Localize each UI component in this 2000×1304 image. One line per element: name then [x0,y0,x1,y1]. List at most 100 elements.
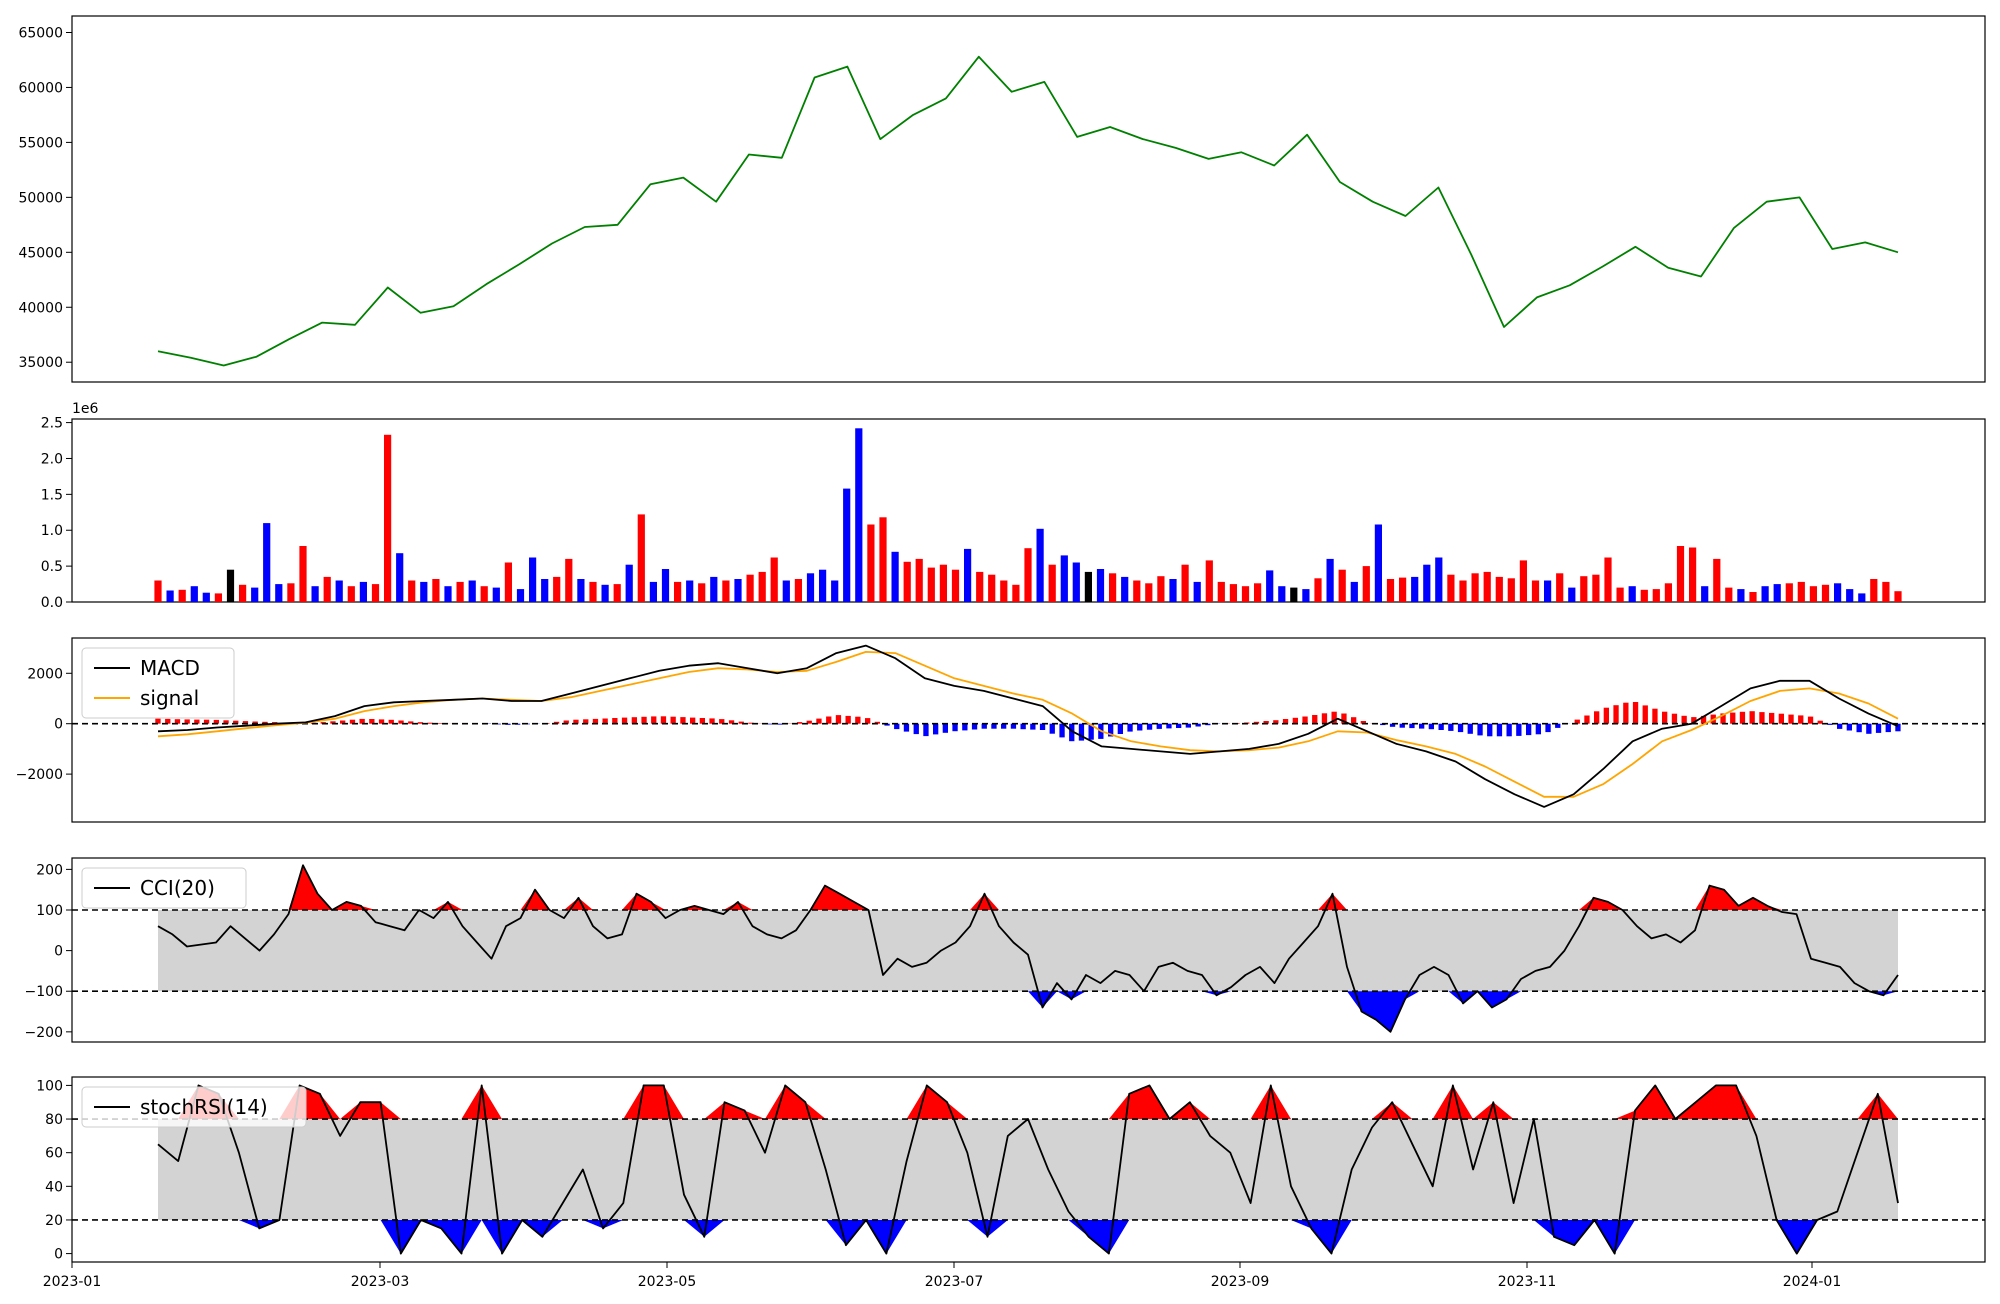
volume-bar [1157,576,1164,602]
macd-histogram-bar [1866,724,1871,734]
volume-bar [203,593,210,602]
stochrsi-ytick-label: 80 [45,1112,63,1128]
volume-ytick-label: 2.5 [41,416,63,432]
volume-bar [698,583,705,602]
volume-bar [239,585,246,602]
volume-bar [191,586,198,602]
cci-ytick-label: 100 [36,903,63,919]
volume-bar [819,570,826,602]
volume-bar [1351,582,1358,602]
macd-histogram-bar [933,724,938,735]
macd-histogram-bar [1672,714,1677,724]
macd-panel-frame [72,638,1985,822]
macd-histogram-bar [651,716,656,723]
macd-histogram-bar [1118,724,1123,734]
macd-histogram-bar [962,724,967,731]
volume-bar [227,570,234,602]
volume-bar [771,558,778,603]
volume-bar [1834,583,1841,602]
volume-bar [892,552,899,602]
volume-bar [1677,546,1684,602]
volume-bar [879,517,886,602]
macd-histogram-bar [1876,724,1881,733]
macd-histogram-bar [1769,713,1774,724]
macd-histogram-bar [904,724,909,732]
macd-histogram-bar [1545,724,1550,732]
volume-bar [1169,579,1176,602]
volume-bar [1762,586,1769,602]
price-ytick-label: 55000 [18,135,63,151]
volume-bar [964,549,971,602]
macd-histogram-bar [972,724,977,730]
price-ytick-label: 50000 [18,190,63,206]
volume-bar [1061,555,1068,602]
macd-histogram-bar [1059,724,1064,738]
volume-ytick-label: 1.5 [41,487,63,503]
x-tick-label: 2023-01 [43,1274,102,1290]
x-tick-label: 2023-09 [1211,1274,1270,1290]
volume-bar [372,584,379,602]
x-tick-label: 2023-03 [351,1274,410,1290]
macd-histogram-bar [632,717,637,724]
stochrsi-ytick-label: 40 [45,1179,63,1195]
macd-histogram-bar [661,716,666,723]
macd-histogram-bar [1759,712,1764,724]
volume-bar [481,586,488,602]
macd-histogram-bar [1740,712,1745,724]
macd-histogram-bar [894,724,899,729]
macd-histogram-bar [680,717,685,724]
volume-bar [1073,563,1080,603]
volume-bar [1363,566,1370,602]
volume-bar [1097,569,1104,602]
price-ytick-label: 35000 [18,355,63,371]
volume-ytick-label: 0.0 [41,595,63,611]
volume-bar [1327,559,1334,602]
volume-bar [1544,581,1551,603]
macd-legend-label: signal [140,686,199,710]
volume-bar [505,563,512,603]
macd-histogram-bar [1516,724,1521,736]
volume-bar [1254,583,1261,602]
macd-histogram-bar [1788,715,1793,724]
volume-bar [1858,593,1865,602]
volume-bar [1278,586,1285,602]
macd-histogram-bar [622,718,627,724]
macd-histogram-bar [923,724,928,736]
volume-bar [517,589,524,602]
macd-histogram-bar [836,715,841,724]
cci-legend-label: CCI(20) [140,876,215,900]
volume-bar [1194,582,1201,602]
volume-bar [1496,577,1503,602]
volume-bar [1894,591,1901,602]
volume-bar [179,590,186,602]
volume-bar [1737,589,1744,602]
volume-bar [1037,529,1044,602]
volume-bar [662,569,669,602]
price-ytick-label: 60000 [18,80,63,96]
volume-bar [638,514,645,602]
macd-histogram-bar [1857,724,1862,733]
volume-bar [1786,583,1793,602]
volume-bar [1230,584,1237,602]
volume-bar [734,579,741,602]
stochrsi-ytick-label: 60 [45,1146,63,1162]
volume-bar [154,581,161,603]
stochrsi-overbought-fill [158,1085,1898,1119]
volume-bar [1085,572,1092,602]
volume-bar [1580,576,1587,602]
volume-bar [1121,577,1128,602]
volume-bar [843,489,850,602]
macd-histogram-bar [671,717,676,724]
volume-bar [783,581,790,603]
volume-ytick-label: 1.0 [41,523,63,539]
volume-bar [722,581,729,603]
macd-histogram-bar [1050,724,1055,734]
volume-bar [602,585,609,602]
macd-histogram-bar [1497,724,1502,737]
volume-ytick-label: 0.5 [41,559,63,575]
cci-ytick-label: 0 [54,944,63,960]
volume-bar [1749,592,1756,602]
volume-bar [1459,581,1466,603]
volume-bar [831,581,838,603]
volume-bar [1870,579,1877,602]
